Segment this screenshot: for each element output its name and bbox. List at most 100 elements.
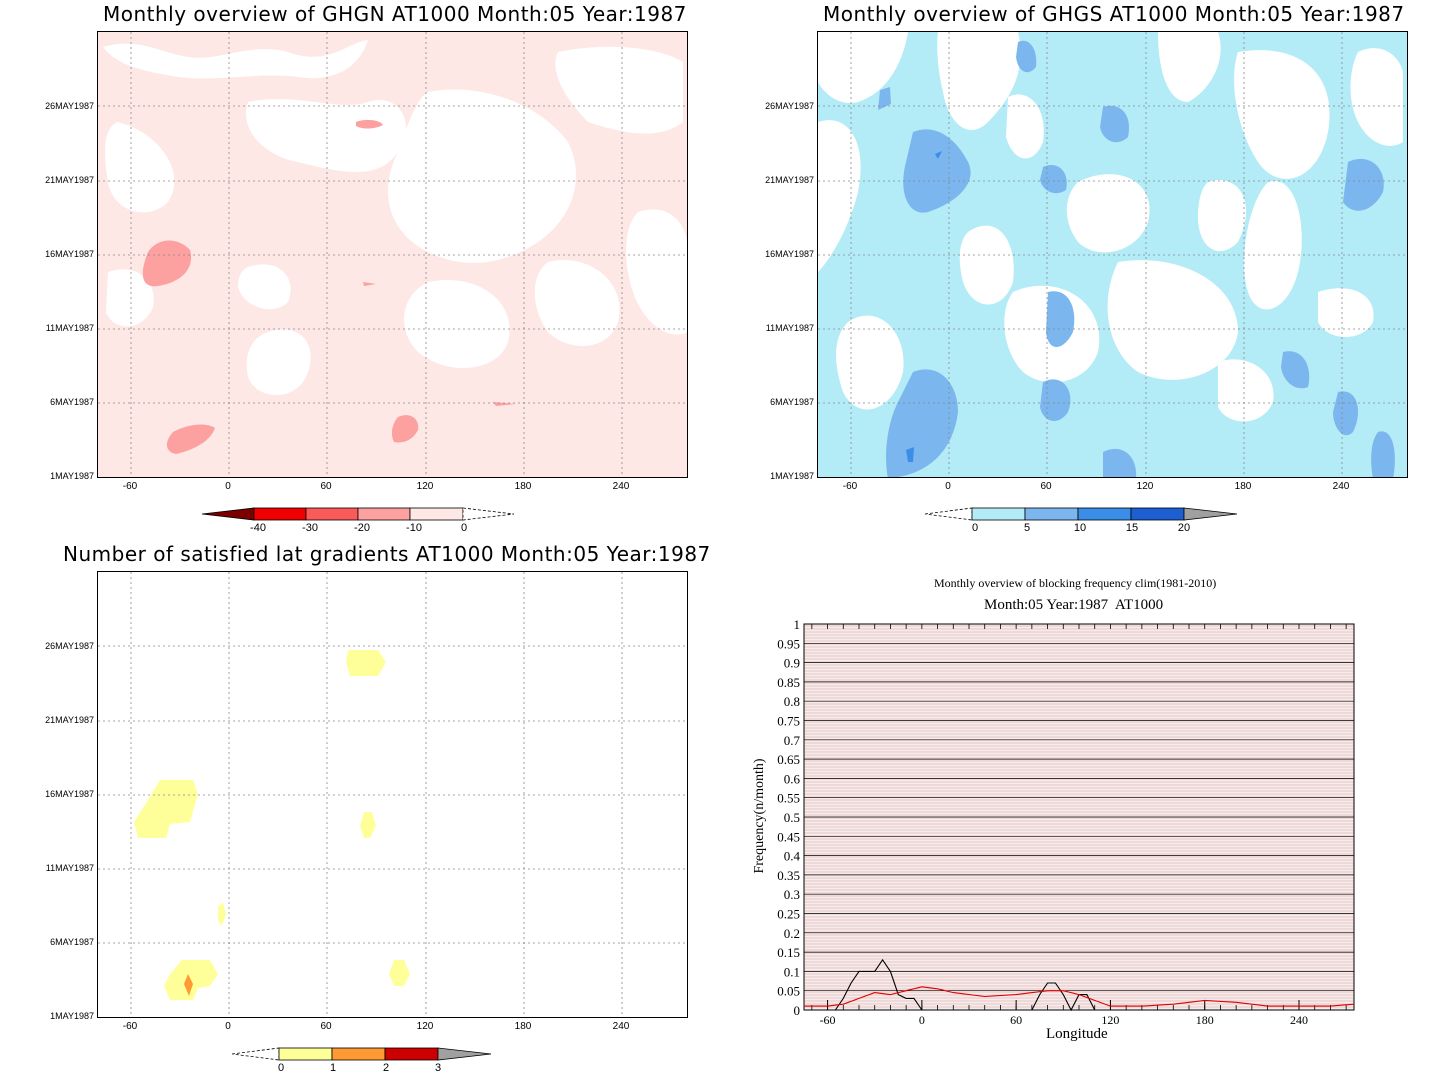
colorbar-label: -40 <box>250 522 266 534</box>
ghgn-zero-area <box>555 46 683 134</box>
y-tick-label: 0.35 <box>777 868 800 883</box>
x-tick-label: 120 <box>1101 1013 1119 1027</box>
x-tick-label: 240 <box>612 481 630 492</box>
ghgs-zero-area <box>1158 32 1221 102</box>
y-tick-label: 0.65 <box>777 752 800 767</box>
y-tick-label: 0.55 <box>777 791 800 806</box>
ghgs-zero-area <box>1350 48 1403 146</box>
panel-title-gradients: Number of satisfied lat gradients AT1000… <box>63 542 711 566</box>
colorbar-label: -20 <box>354 522 370 534</box>
y-tick-label: 0.5 <box>784 810 800 825</box>
ghgs-zero-area <box>1218 359 1274 422</box>
ghgn-neg-area <box>391 415 419 443</box>
x-tick-label: 0 <box>225 1021 231 1032</box>
line-chart-title: Monthly overview of blocking frequency c… <box>934 576 1217 590</box>
ghgs-zero-area <box>1107 260 1238 380</box>
ghgs-zero-area <box>818 120 861 272</box>
y-tick-label: 26MAY1987 <box>45 641 94 651</box>
ghgs-zero-area <box>959 225 1014 305</box>
y-tick-label: 6MAY1987 <box>770 397 814 407</box>
y-tick-label: 6MAY1987 <box>50 937 94 947</box>
colorbar-label: 2 <box>382 1062 390 1074</box>
y-tick-label: 21MAY1987 <box>45 175 94 185</box>
x-tick-label: 60 <box>1040 481 1052 492</box>
x-tick-label: 60 <box>320 481 332 492</box>
x-tick-label: 120 <box>1136 481 1154 492</box>
ghgs-zero-area <box>1066 174 1150 253</box>
y-tick-label: 0.8 <box>784 694 800 709</box>
ghgn-zero-area <box>626 209 687 335</box>
y-tick-label: 21MAY1987 <box>765 175 814 185</box>
gradient-count-area <box>346 650 386 676</box>
y-tick-label: 0 <box>794 1003 801 1018</box>
x-tick-label: 0 <box>945 481 951 492</box>
y-tick-label: 0.9 <box>784 656 800 671</box>
ghgs-ten-area <box>906 447 914 462</box>
ghgn-zero-area <box>105 122 175 213</box>
y-tick-label: 0.85 <box>777 675 800 690</box>
colorbar-label: -10 <box>406 522 422 534</box>
ghgs-five-area <box>1040 379 1071 422</box>
y-tick-label: 0.3 <box>784 887 800 902</box>
y-tick-label: 0.05 <box>777 984 800 999</box>
x-tick-label: 60 <box>320 1021 332 1032</box>
x-tick-label: 180 <box>1196 1013 1214 1027</box>
ghgn-zero-area <box>404 280 510 369</box>
y-tick-label: 0.75 <box>777 714 800 729</box>
y-tick-label: 0.25 <box>777 907 800 922</box>
ghgn-neg-area <box>142 240 192 287</box>
colorbar-label: 1 <box>329 1062 337 1074</box>
ghgn-zero-area <box>534 260 620 346</box>
y-tick-label: 11MAY1987 <box>45 863 94 873</box>
ghgs-five-area <box>878 87 891 110</box>
y-tick-label: 1 <box>794 617 801 632</box>
ghgs-contours <box>818 32 1407 477</box>
ghgn-map-panel <box>97 31 688 478</box>
x-tick-label: 120 <box>416 1021 434 1032</box>
x-tick-label: -60 <box>820 1013 836 1027</box>
colorbar-label: 3 <box>434 1062 442 1074</box>
line-chart-xlabel: Longitude <box>1046 1026 1108 1042</box>
x-tick-label: 240 <box>1290 1013 1308 1027</box>
gradients-contours <box>98 572 687 1017</box>
panel-title-ghgn: Monthly overview of GHGN AT1000 Month:05… <box>103 2 687 26</box>
ghgn-zero-area <box>103 40 368 79</box>
x-tick-label: -60 <box>842 481 858 492</box>
line-chart-subtitle: Month:05 Year:1987 AT1000 <box>984 597 1164 613</box>
ghgs-five-area <box>1281 351 1310 389</box>
x-tick-label: -60 <box>122 481 138 492</box>
ghgn-gridlines <box>98 32 687 477</box>
y-tick-label: 11MAY1987 <box>765 323 814 333</box>
y-tick-label: 1MAY1987 <box>770 471 814 481</box>
y-tick-label: 6MAY1987 <box>50 397 94 407</box>
y-tick-label: 0.6 <box>784 771 801 786</box>
ghgs-zero-area <box>937 32 1021 131</box>
y-tick-label: 0.4 <box>784 849 801 864</box>
y-tick-label: 11MAY1987 <box>45 323 94 333</box>
ghgs-zero-area <box>1244 180 1302 310</box>
gradient-count-area <box>184 974 193 996</box>
y-tick-label: 0.95 <box>777 636 800 651</box>
ghgs-five-area <box>886 369 958 477</box>
gradient-count-area <box>218 902 226 926</box>
x-tick-label: 180 <box>514 1021 532 1032</box>
x-tick-label: 120 <box>416 481 434 492</box>
series-line-1 <box>804 986 1355 1007</box>
ghgn-neg-area <box>363 282 376 286</box>
y-tick-label: 0.1 <box>784 964 800 979</box>
ghgs-five-area <box>1371 431 1395 477</box>
y-tick-label: 21MAY1987 <box>45 715 94 725</box>
colorbar-label: 20 <box>1177 522 1191 534</box>
ghgs-five-area <box>1333 391 1358 436</box>
x-tick-label: -60 <box>122 1021 138 1032</box>
colorbar-label: 0 <box>277 1062 285 1074</box>
ghgs-five-area <box>1100 105 1129 143</box>
x-tick-label: 180 <box>1234 481 1252 492</box>
ghgn-neg-area <box>356 119 383 129</box>
colorbar-label: 15 <box>1125 522 1139 534</box>
ghgs-zero-area <box>1198 180 1247 252</box>
x-tick-label: 180 <box>514 481 532 492</box>
x-tick-label: 240 <box>1332 481 1350 492</box>
ghgs-five-area <box>1103 448 1137 477</box>
